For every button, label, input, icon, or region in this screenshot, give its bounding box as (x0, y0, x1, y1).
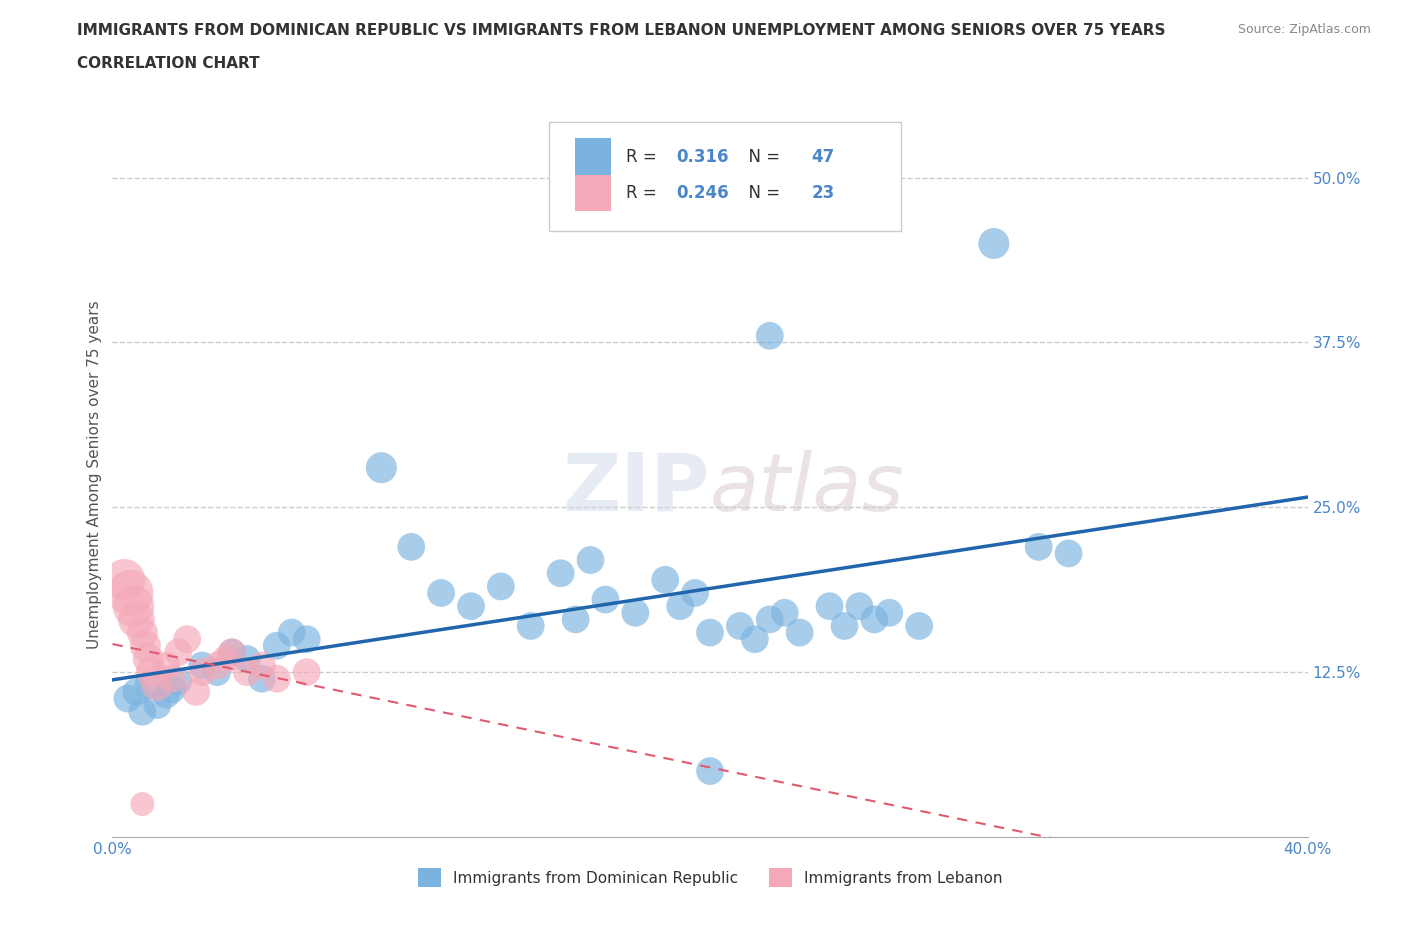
Point (699, 625, 721, 640)
Point (654, 572, 676, 587)
Point (759, 328, 782, 343)
Point (983, 236, 1005, 251)
Point (167, 644, 190, 659)
Point (1028, 539, 1050, 554)
Point (879, 605, 901, 620)
Point (134, 638, 156, 653)
Point (908, 618, 931, 633)
Point (146, 698, 169, 712)
Point (1057, 546, 1080, 561)
Text: 0.316: 0.316 (676, 148, 730, 166)
Point (863, 612, 886, 627)
Point (520, 618, 543, 633)
Point (162, 671, 183, 686)
Point (122, 599, 145, 614)
Point (167, 674, 190, 689)
Point (186, 684, 208, 699)
Point (789, 625, 811, 640)
Point (266, 671, 288, 686)
Point (430, 586, 453, 601)
Point (138, 678, 160, 693)
Text: N =: N = (738, 148, 785, 166)
Point (141, 665, 163, 680)
Point (236, 652, 259, 667)
Text: CORRELATION CHART: CORRELATION CHART (77, 56, 260, 71)
Point (215, 652, 238, 667)
Point (221, 644, 243, 659)
Point (295, 631, 318, 646)
Point (221, 644, 243, 659)
Y-axis label: Unemployment Among Seniors over 75 years: Unemployment Among Seniors over 75 years (87, 300, 103, 648)
Point (744, 631, 766, 646)
Point (117, 691, 139, 706)
Point (191, 658, 214, 673)
Text: N =: N = (738, 184, 785, 202)
Point (728, 618, 751, 633)
Text: 0.246: 0.246 (676, 184, 730, 202)
Point (370, 460, 392, 475)
Point (131, 704, 153, 719)
Point (773, 605, 796, 620)
Point (401, 539, 423, 554)
Text: 47: 47 (811, 148, 835, 166)
Text: IMMIGRANTS FROM DOMINICAN REPUBLIC VS IMMIGRANTS FROM LEBANON UNEMPLOYMENT AMONG: IMMIGRANTS FROM DOMINICAN REPUBLIC VS IM… (77, 23, 1166, 38)
Point (125, 684, 148, 699)
Point (205, 658, 228, 673)
FancyBboxPatch shape (548, 123, 901, 232)
Point (550, 565, 572, 580)
Point (191, 665, 214, 680)
Text: Source: ZipAtlas.com: Source: ZipAtlas.com (1237, 23, 1371, 36)
Point (176, 631, 198, 646)
Point (125, 612, 148, 627)
Point (683, 586, 706, 601)
Bar (575, 175, 610, 211)
Point (155, 658, 177, 673)
Text: 23: 23 (811, 184, 835, 202)
Point (818, 599, 841, 614)
Point (699, 764, 721, 778)
Point (120, 586, 142, 601)
Point (848, 599, 870, 614)
Point (669, 599, 692, 614)
Point (236, 665, 259, 680)
Point (114, 572, 135, 587)
Point (834, 618, 856, 633)
Point (138, 652, 160, 667)
Point (205, 665, 228, 680)
Point (595, 592, 617, 607)
Point (250, 671, 273, 686)
Point (579, 552, 602, 567)
Point (250, 658, 273, 673)
Point (295, 665, 318, 680)
Point (131, 625, 153, 640)
Point (131, 797, 153, 812)
Point (460, 599, 482, 614)
Text: ZIP: ZIP (562, 450, 710, 528)
Text: atlas: atlas (710, 450, 905, 528)
Bar (575, 139, 610, 175)
Text: R =: R = (627, 148, 662, 166)
Point (162, 682, 183, 697)
Point (624, 605, 647, 620)
Point (155, 687, 177, 702)
Text: R =: R = (627, 184, 662, 202)
Legend: Immigrants from Dominican Republic, Immigrants from Lebanon: Immigrants from Dominican Republic, Immi… (411, 861, 1010, 895)
Point (489, 579, 512, 594)
Point (266, 638, 288, 653)
Point (564, 612, 586, 627)
Point (759, 612, 782, 627)
Point (146, 678, 169, 693)
Point (281, 625, 304, 640)
